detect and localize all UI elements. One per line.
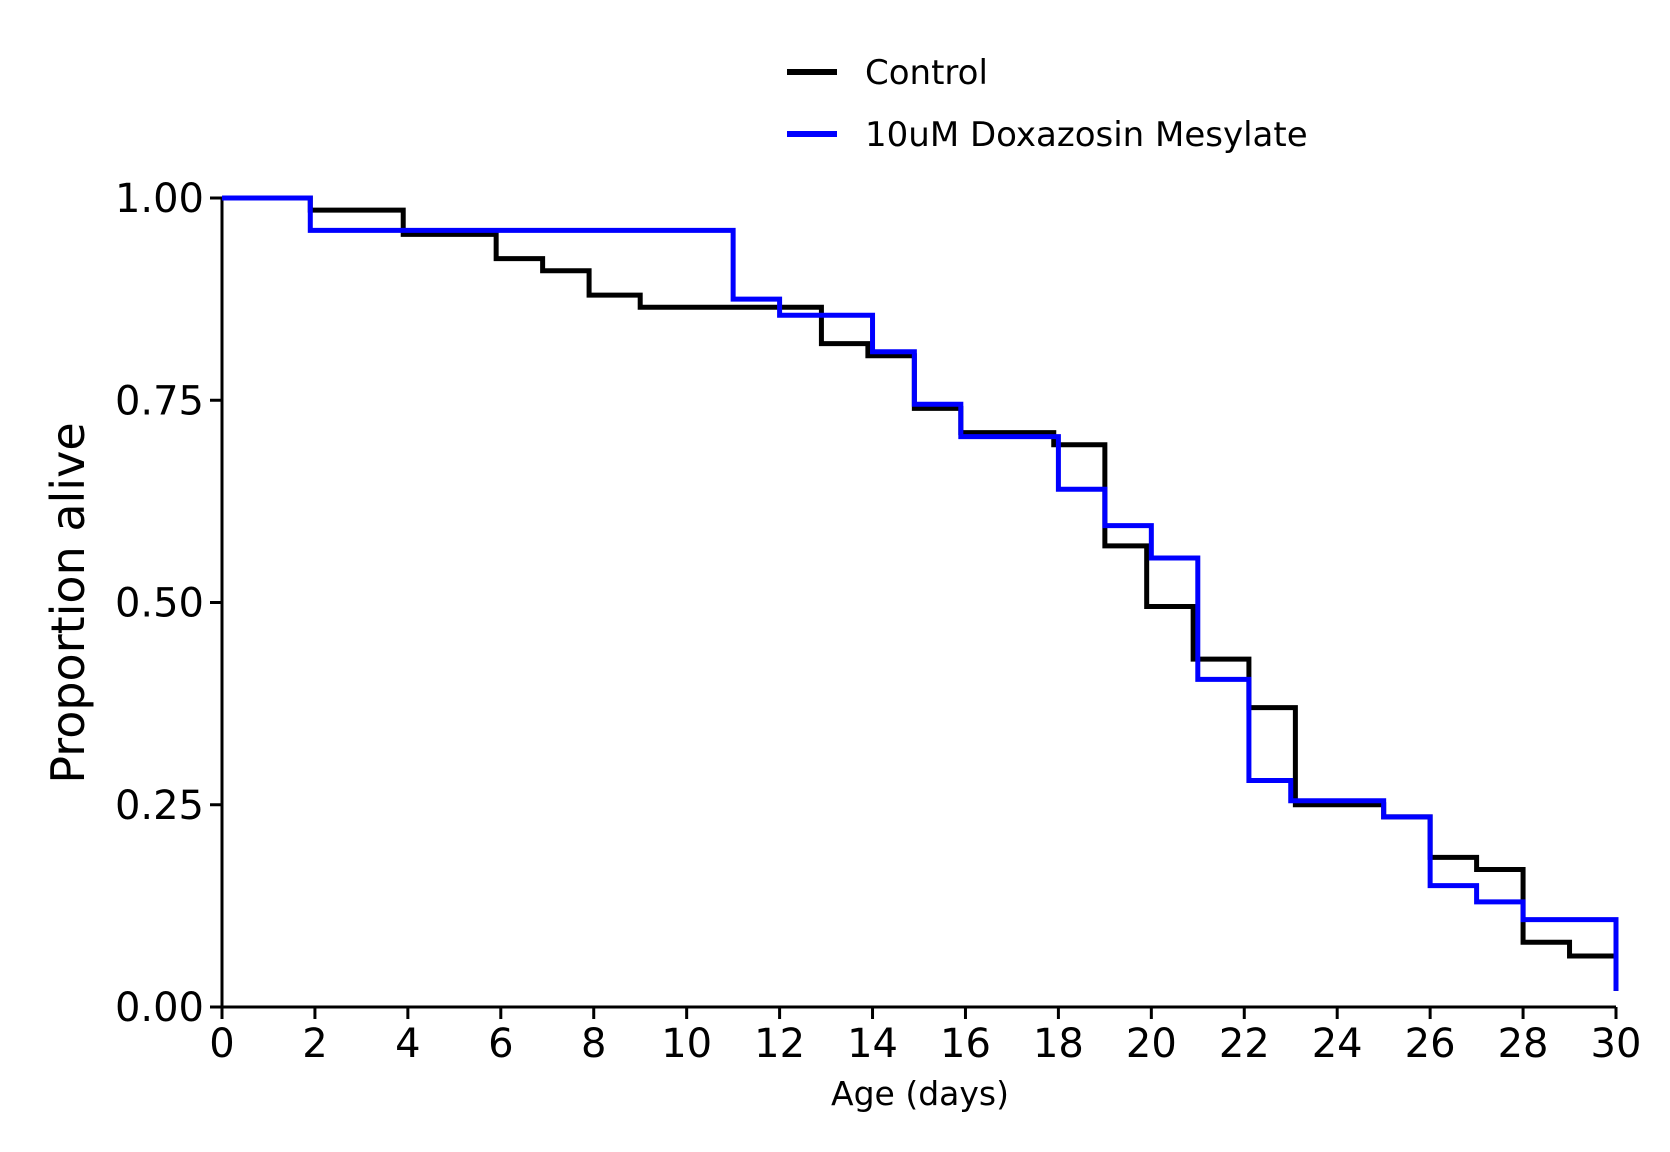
x-tick-label: 20 <box>1126 1021 1177 1067</box>
x-tick-label: 8 <box>581 1021 606 1067</box>
legend: Control 10uM Doxazosin Mesylate <box>787 53 1308 155</box>
x-tick-label: 4 <box>395 1021 420 1067</box>
x-tick-label: 26 <box>1405 1021 1456 1067</box>
y-tick-label: 0.00 <box>115 985 204 1031</box>
x-tick-label: 18 <box>1033 1021 1084 1067</box>
y-tick-label: 0.50 <box>115 581 204 627</box>
axes: 0.000.250.500.751.000 2 4 6 8 10 12 14 16 18 20 22 2… <box>115 176 1642 1067</box>
x-axis-title: Age (days) <box>831 1074 1009 1113</box>
x-tick-label: 16 <box>940 1021 991 1067</box>
series-group <box>222 195 1619 991</box>
legend-label-control: Control <box>865 53 988 93</box>
legend-label-doxazosin: 10uM Doxazosin Mesylate <box>865 115 1308 155</box>
x-tick-label: 0 <box>209 1021 234 1067</box>
series-line-doxazosin <box>222 195 1619 991</box>
x-tick-label: 6 <box>488 1021 513 1067</box>
x-tick-label: 2 <box>302 1021 327 1067</box>
y-tick-label: 0.75 <box>115 378 204 424</box>
series-line-control <box>222 195 1619 991</box>
x-tick-label: 22 <box>1219 1021 1270 1067</box>
x-tick-label: 28 <box>1498 1021 1549 1067</box>
x-tick-label: 12 <box>754 1021 805 1067</box>
x-tick-label: 14 <box>847 1021 898 1067</box>
y-tick-label: 0.25 <box>115 783 204 829</box>
y-axis-title: Proportion alive <box>41 422 95 783</box>
x-tick-label: 10 <box>661 1021 712 1067</box>
x-tick-label: 30 <box>1591 1021 1642 1067</box>
x-tick-label: 24 <box>1312 1021 1363 1067</box>
y-tick-label: 1.00 <box>115 176 204 222</box>
